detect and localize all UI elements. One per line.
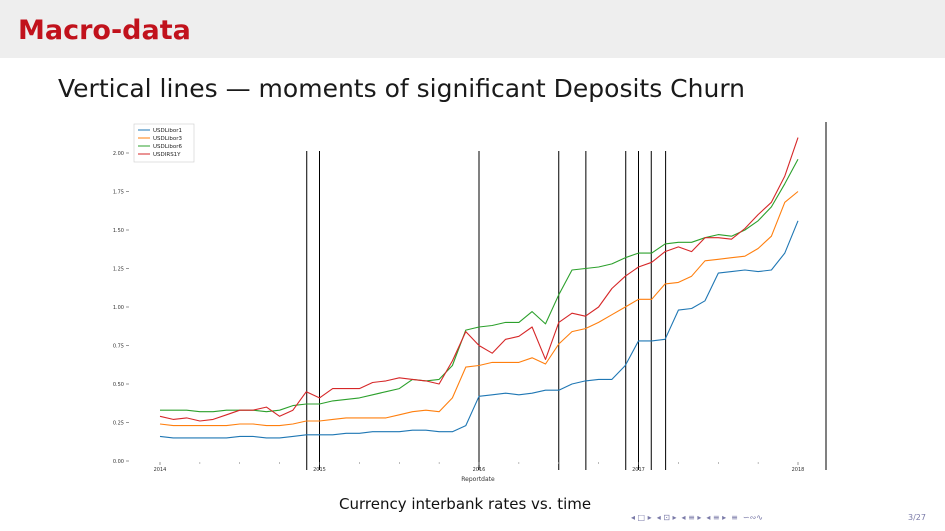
y-tick-label: 0.75 (113, 344, 124, 350)
frame-title-bar: Macro-data (0, 0, 945, 58)
frame-title: Macro-data (18, 15, 191, 46)
legend-label: USDLibor6 (153, 144, 182, 150)
y-tick-label: 1.75 (113, 190, 124, 196)
y-tick-label: 1.50 (113, 228, 124, 234)
nav-toc-icon[interactable]: ≡ (731, 512, 738, 522)
x-tick-label: 2016 (473, 467, 486, 473)
nav-section-icon[interactable]: ◂ ≡ ▸ (681, 512, 702, 522)
x-axis-label: Reportdate (461, 476, 495, 483)
legend-label: USDLibor1 (153, 128, 182, 134)
page-number: 3/27 (908, 513, 926, 522)
slide-subtitle: Vertical lines — moments of significant … (58, 74, 746, 103)
series-line-usdirs1y (159, 137, 799, 422)
churn-vertical-lines (306, 122, 827, 470)
figure-caption: Currency interbank rates vs. time (339, 495, 592, 513)
y-tick-label: 0.50 (113, 382, 124, 388)
y-tick-label: 0.00 (113, 459, 124, 465)
series-lines (159, 137, 799, 439)
x-tick-label: 2015 (313, 467, 326, 473)
nav-search-icon[interactable]: ∽∾∿ (742, 512, 763, 522)
axes: 0.00 0.25 0.50 0.75 1.00 1.25 1.50 1.75 2.00 2014… (113, 151, 805, 473)
y-tick-label: 2.00 (113, 151, 124, 157)
legend: USDLibor1 USDLibor3 USDLibor6 USDIRS1Y (133, 123, 195, 163)
y-tick-label: 1.25 (113, 267, 124, 273)
series-line-usdlibor1 (159, 220, 799, 439)
series-line-usdlibor3 (159, 191, 799, 427)
beamer-nav-bar: ◂ □ ▸ ◂ ⊡ ▸ ◂ ≡ ▸ ◂ ≡ ▸ ≡ ∽∾∿ (631, 510, 763, 524)
x-tick-label: 2017 (632, 467, 645, 473)
y-tick-label: 1.00 (113, 305, 124, 311)
nav-subsection-list-icon[interactable]: ◂ ≡ ▸ (706, 512, 727, 522)
y-tick-label: 0.25 (113, 421, 124, 427)
nav-frame-icon[interactable]: ◂ □ ▸ (631, 512, 652, 522)
x-tick-label: 2018 (792, 467, 805, 473)
x-tick-label: 2014 (154, 467, 167, 473)
series-line-usdlibor6 (160, 158, 799, 413)
legend-label: USDIRS1Y (153, 152, 181, 158)
line-chart: 0.00 0.25 0.50 0.75 1.00 1.25 1.50 1.75 2.00 2014… (113, 122, 827, 483)
nav-subsection-icon[interactable]: ◂ ⊡ ▸ (656, 512, 677, 522)
legend-label: USDLibor3 (153, 136, 182, 142)
